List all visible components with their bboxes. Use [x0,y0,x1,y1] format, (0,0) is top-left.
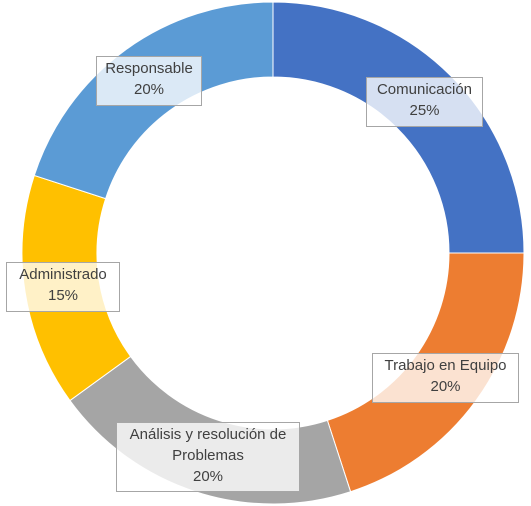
data-label-comunicacion: Comunicación 25% [366,77,483,127]
data-label-analisis-name-line2: Problemas [172,447,244,464]
data-label-trabajo-en-equipo-value: 20% [430,378,461,395]
data-label-trabajo-en-equipo: Trabajo en Equipo 20% [372,353,519,403]
data-label-administrado-value: 15% [47,287,79,304]
data-label-administrado: Administrado 15% [6,262,120,312]
data-label-analisis: Análisis y resolución de Problemas 20% [116,422,300,492]
data-label-administrado-name: Administrado [19,266,107,283]
slice-comunicacion [272,1,525,254]
data-label-analisis-value: 20% [192,468,224,485]
data-label-comunicacion-name: Comunicación [376,81,473,98]
data-label-analisis-name-line1: Análisis y resolución de [129,426,287,443]
data-label-responsable-name: Responsable [105,60,193,77]
data-label-comunicacion-value: 25% [409,102,440,119]
data-label-responsable-value: 20% [133,81,165,98]
data-label-responsable: Responsable 20% [96,56,202,106]
data-label-trabajo-en-equipo-name: Trabajo en Equipo [384,357,507,374]
